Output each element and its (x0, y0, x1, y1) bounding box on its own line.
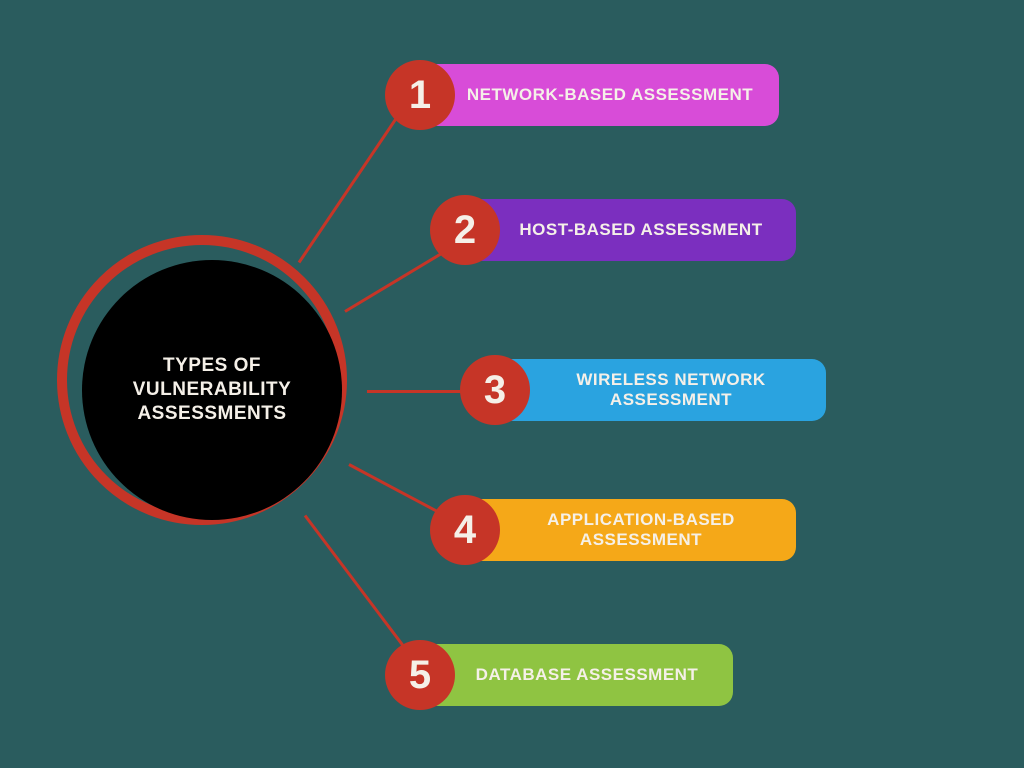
number-circle-2: 2 (430, 195, 500, 265)
number-5: 5 (409, 653, 431, 698)
label-box-3: WIRELESS NETWORK ASSESSMENT (496, 359, 826, 421)
number-circle-5: 5 (385, 640, 455, 710)
number-4: 4 (454, 508, 476, 553)
number-circle-3: 3 (460, 355, 530, 425)
item-row-2: 2 HOST-BASED ASSESSMENT (430, 195, 796, 265)
item-row-1: 1 NETWORK-BASED ASSESSMENT (385, 60, 779, 130)
number-1: 1 (409, 73, 431, 118)
number-2: 2 (454, 208, 476, 253)
label-box-1: NETWORK-BASED ASSESSMENT (421, 64, 779, 126)
label-box-2: HOST-BASED ASSESSMENT (466, 199, 796, 261)
central-circle: TYPES OF VULNERABILITY ASSESSMENTS (82, 260, 342, 520)
label-3: WIRELESS NETWORK ASSESSMENT (536, 370, 806, 411)
central-title: TYPES OF VULNERABILITY ASSESSMENTS (97, 354, 327, 425)
label-4: APPLICATION-BASED ASSESSMENT (506, 510, 776, 551)
number-circle-1: 1 (385, 60, 455, 130)
label-box-4: APPLICATION-BASED ASSESSMENT (466, 499, 796, 561)
number-circle-4: 4 (430, 495, 500, 565)
label-1: NETWORK-BASED ASSESSMENT (467, 85, 753, 105)
number-3: 3 (484, 368, 506, 413)
label-box-5: DATABASE ASSESSMENT (421, 644, 733, 706)
label-5: DATABASE ASSESSMENT (476, 665, 699, 685)
item-row-4: 4 APPLICATION-BASED ASSESSMENT (430, 495, 796, 565)
label-2: HOST-BASED ASSESSMENT (519, 220, 762, 240)
item-row-5: 5 DATABASE ASSESSMENT (385, 640, 733, 710)
item-row-3: 3 WIRELESS NETWORK ASSESSMENT (460, 355, 826, 425)
